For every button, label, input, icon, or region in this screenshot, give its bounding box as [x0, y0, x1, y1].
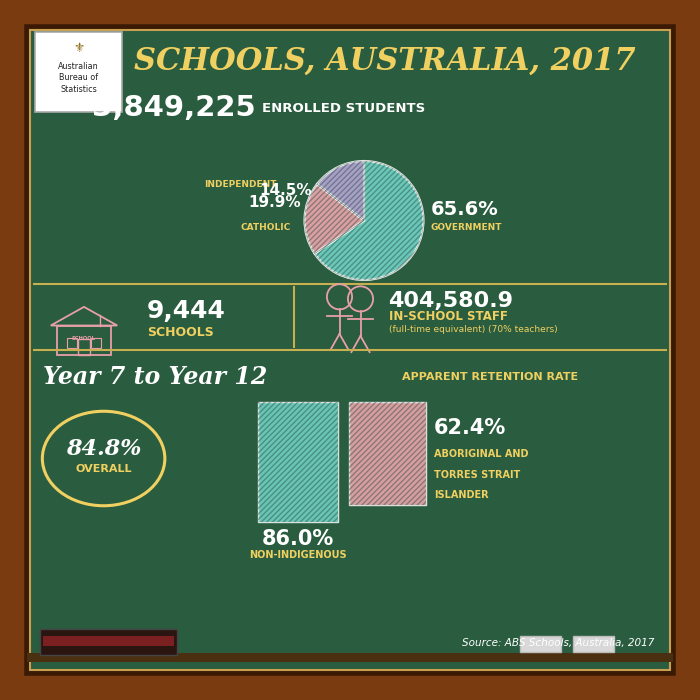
Text: 19.9%: 19.9%	[248, 195, 301, 211]
Wedge shape	[304, 184, 364, 253]
Text: SCHOOL: SCHOOL	[72, 336, 96, 342]
Text: ⚜: ⚜	[73, 42, 85, 55]
Text: 84.8%: 84.8%	[66, 438, 141, 461]
Text: CATHOLIC: CATHOLIC	[240, 223, 290, 232]
Wedge shape	[314, 161, 424, 280]
Bar	[91, 338, 101, 348]
Text: INDEPENDENT: INDEPENDENT	[204, 181, 276, 189]
FancyBboxPatch shape	[35, 32, 122, 112]
Text: (full-time equivalent) (70% teachers): (full-time equivalent) (70% teachers)	[389, 325, 557, 333]
FancyBboxPatch shape	[43, 636, 174, 646]
Text: ISLANDER: ISLANDER	[434, 490, 489, 500]
Text: SCHOOLS, AUSTRALIA, 2017: SCHOOLS, AUSTRALIA, 2017	[134, 46, 636, 76]
FancyBboxPatch shape	[520, 636, 561, 652]
Text: 86.0%: 86.0%	[262, 529, 334, 549]
Text: 3,849,225: 3,849,225	[92, 94, 256, 122]
Text: TORRES STRAIT: TORRES STRAIT	[434, 470, 520, 480]
Text: OVERALL: OVERALL	[76, 464, 132, 474]
Text: NON-INDIGENOUS: NON-INDIGENOUS	[249, 550, 346, 560]
Bar	[57, 326, 111, 355]
Text: 65.6%: 65.6%	[430, 200, 498, 220]
Text: SCHOOLS: SCHOOLS	[147, 326, 214, 339]
Bar	[78, 339, 90, 355]
Bar	[66, 338, 77, 348]
FancyBboxPatch shape	[573, 636, 614, 652]
Text: Source: ABS Schools, Australia, 2017: Source: ABS Schools, Australia, 2017	[462, 638, 654, 648]
Text: 14.5%: 14.5%	[259, 183, 312, 198]
FancyBboxPatch shape	[349, 402, 426, 505]
Text: IN-SCHOOL STAFF: IN-SCHOOL STAFF	[389, 310, 508, 323]
Bar	[27, 653, 673, 662]
Text: GOVERNMENT: GOVERNMENT	[430, 223, 502, 232]
Text: APPARENT RETENTION RATE: APPARENT RETENTION RATE	[402, 372, 579, 382]
FancyBboxPatch shape	[27, 27, 673, 673]
Text: 62.4%: 62.4%	[434, 418, 506, 438]
Text: ENROLLED STUDENTS: ENROLLED STUDENTS	[262, 102, 426, 115]
FancyBboxPatch shape	[258, 402, 338, 522]
Wedge shape	[317, 161, 364, 220]
Text: 404,580.9: 404,580.9	[389, 291, 514, 311]
Text: 9,444: 9,444	[147, 300, 226, 323]
Text: Australian
Bureau of
Statistics: Australian Bureau of Statistics	[58, 62, 99, 94]
Text: ABORIGINAL AND: ABORIGINAL AND	[434, 449, 528, 459]
Text: Year 7 to Year 12: Year 7 to Year 12	[43, 365, 268, 388]
FancyBboxPatch shape	[40, 629, 177, 655]
